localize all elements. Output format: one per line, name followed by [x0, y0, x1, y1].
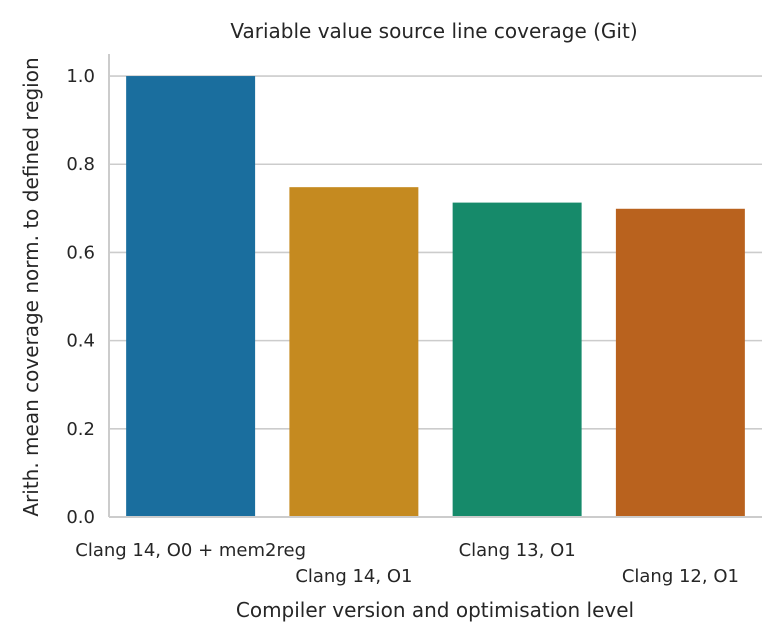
chart-title: Variable value source line coverage (Git… [230, 19, 637, 43]
y-tick-label: 0.4 [66, 331, 95, 352]
x-axis-label: Compiler version and optimisation level [236, 598, 634, 622]
y-tick-labels: 0.0 0.2 0.4 0.6 0.8 1.0 [66, 66, 95, 528]
x-tick-label: Clang 12, O1 [622, 566, 739, 587]
y-tick-label: 1.0 [66, 66, 95, 87]
x-tick-label: Clang 13, O1 [459, 540, 576, 561]
x-tick-labels: Clang 14, O0 + mem2reg Clang 14, O1 Clang … [75, 540, 739, 587]
x-tick-label: Clang 14, O0 + mem2reg [75, 540, 306, 561]
y-axis-label: Arith. mean coverage norm. to defined re… [19, 57, 43, 516]
y-tick-label: 0.6 [66, 242, 95, 263]
bars [126, 76, 745, 518]
y-tick-label: 0.2 [66, 419, 95, 440]
y-tick-label: 0.0 [66, 507, 95, 528]
bar [126, 76, 256, 518]
bar [452, 202, 582, 517]
x-tick-label: Clang 14, O1 [295, 566, 412, 587]
y-tick-label: 0.8 [66, 154, 95, 175]
bar [615, 208, 745, 517]
bar [289, 187, 419, 518]
